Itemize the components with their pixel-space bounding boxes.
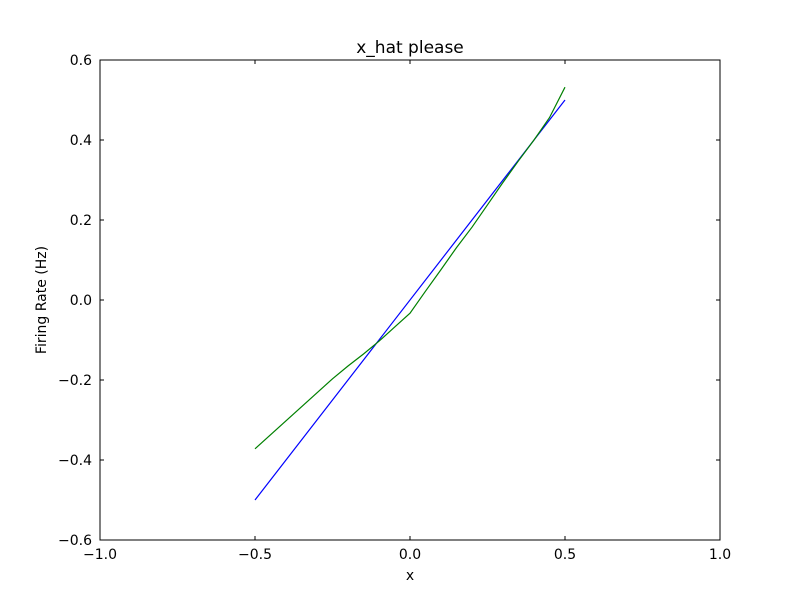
y-axis-label: Firing Rate (Hz) <box>34 246 50 354</box>
y-tick-label: 0.0 <box>70 293 92 309</box>
x-tick-label: −1.0 <box>83 547 117 563</box>
chart-title: x_hat please <box>356 38 464 58</box>
y-tick-label: 0.2 <box>70 213 92 229</box>
y-tick-label: −0.6 <box>58 533 92 549</box>
x-tick-label: 1.0 <box>709 547 731 563</box>
series-layer <box>254 86 566 501</box>
x-tick-label: 0.0 <box>399 547 421 563</box>
series-line-2 <box>254 86 566 450</box>
series-line-1 <box>254 99 566 501</box>
y-tick-label: 0.6 <box>70 53 92 69</box>
tick-layer: −1.0 −0.5 0.0 0.5 1.0 −0.6 −0.4 −0.2 0.0 0.2 0.4 0.… <box>58 53 731 563</box>
y-tick-label: −0.4 <box>58 453 92 469</box>
plot-frame <box>99 59 721 541</box>
x-tick-label: −0.5 <box>238 547 272 563</box>
y-tick-label: −0.2 <box>58 373 92 389</box>
x-axis-label: x <box>406 568 414 584</box>
y-tick-label: 0.4 <box>70 133 92 149</box>
x-tick-label: 0.5 <box>554 547 576 563</box>
